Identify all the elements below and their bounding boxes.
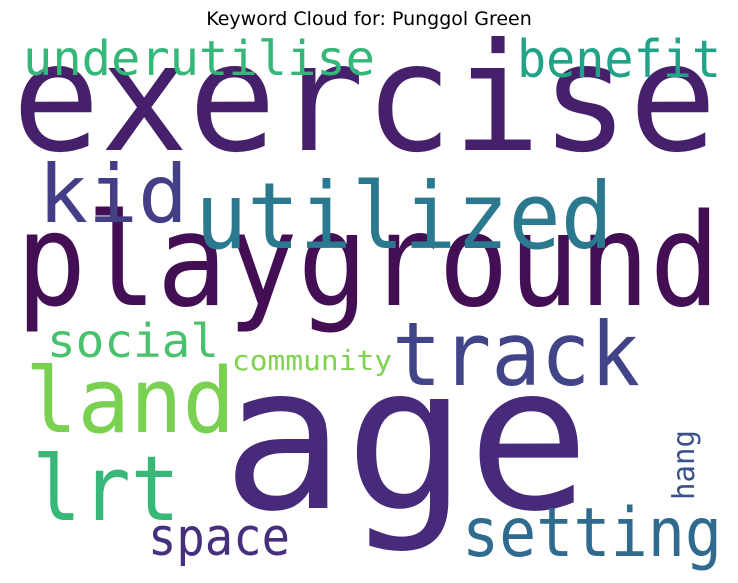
chart-title: Keyword Cloud for: Punggol Green: [206, 8, 532, 30]
word-kid: kid: [38, 148, 188, 241]
word-social: social: [47, 314, 219, 368]
word-age: age: [222, 323, 590, 556]
word-exercise: exercise: [12, 12, 717, 186]
word-benefit: benefit: [517, 30, 721, 90]
word-track: track: [392, 303, 640, 406]
word-setting: setting: [462, 494, 722, 573]
word-space: space: [148, 508, 290, 568]
word-hang: hang: [667, 430, 702, 500]
word-underutilise: underutilise: [23, 31, 375, 87]
word-lrt: lrt: [32, 437, 180, 542]
word-playground: playground: [16, 187, 720, 336]
word-utilized: utilized: [195, 163, 613, 270]
word-land: land: [25, 349, 235, 454]
word-community: community: [232, 344, 392, 377]
